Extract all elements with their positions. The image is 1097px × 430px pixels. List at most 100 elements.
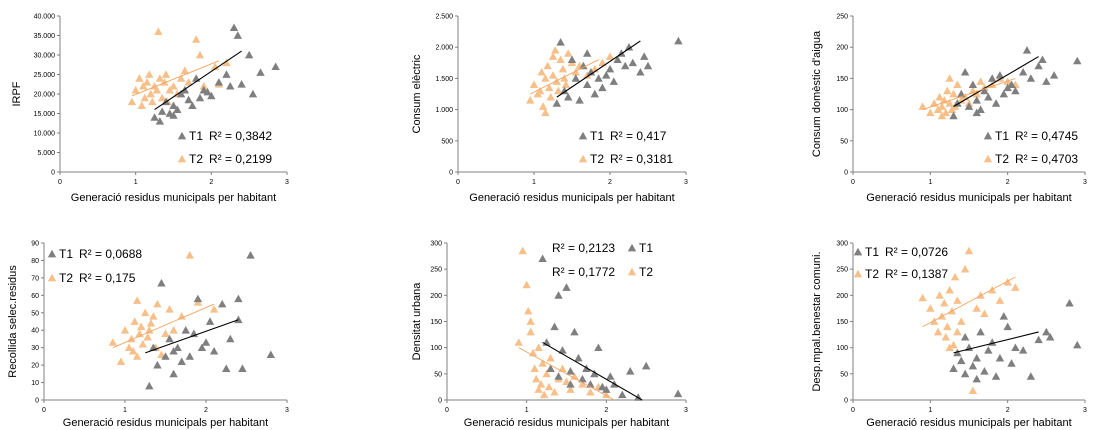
legend-marker-icon	[627, 267, 637, 276]
data-point-t2	[526, 327, 535, 336]
data-point-t2	[605, 52, 615, 60]
data-point-t2	[937, 111, 947, 120]
data-point-t1	[980, 86, 989, 95]
data-point-t2	[199, 82, 208, 90]
data-point-t1	[229, 23, 239, 32]
y-tick-label: 50	[31, 310, 39, 317]
data-point-t2	[941, 333, 950, 341]
data-point-t1	[226, 334, 235, 343]
data-point-t1	[184, 95, 193, 104]
x-tick-label: 0	[445, 407, 449, 414]
data-point-t1	[246, 251, 255, 259]
legend-r2-label: R² = 0,2123	[552, 241, 615, 255]
data-point-t1	[222, 364, 231, 372]
data-point-t1	[237, 80, 246, 88]
data-point-t2	[177, 312, 186, 320]
data-point-t1	[674, 36, 683, 45]
data-point-t2	[949, 89, 958, 98]
legend-marker-icon	[983, 131, 993, 140]
data-point-t2	[548, 52, 558, 60]
data-point-t1	[578, 374, 587, 383]
y-tick-label: 1.000	[435, 107, 453, 114]
y-tick-label: 0	[449, 170, 453, 177]
legend-entry-t2: T2 R² = 0,4703	[983, 152, 1078, 166]
y-tick-label: 40	[31, 328, 39, 335]
data-point-t2	[524, 306, 533, 315]
data-point-t2	[141, 308, 150, 317]
data-point-t1	[964, 102, 974, 110]
y-tick-label: 0	[35, 398, 39, 405]
legend-marker-icon	[578, 154, 588, 163]
y-tick-label: 80	[31, 258, 39, 265]
data-point-t2	[209, 305, 219, 313]
y-axis-label: Consum domèstic d'aigua	[811, 30, 823, 157]
data-point-t2	[539, 390, 549, 399]
data-point-t2	[161, 329, 170, 338]
data-point-t2	[210, 62, 220, 71]
data-point-t2	[526, 96, 535, 104]
data-point-t2	[943, 322, 952, 331]
data-point-t2	[536, 380, 546, 388]
legend-series-label: T1	[639, 241, 653, 255]
legend-r2-label: R² = 0,0726	[885, 245, 948, 259]
legend-series-label: T1	[59, 247, 73, 261]
data-point-t2	[161, 70, 171, 78]
data-point-t2	[143, 333, 152, 341]
data-point-t1	[609, 77, 618, 85]
y-tick-label: 50	[840, 371, 848, 378]
data-point-t2	[943, 86, 952, 95]
data-point-t1	[226, 82, 235, 90]
legend-marker-icon	[47, 273, 57, 282]
legend-marker-icon	[853, 247, 863, 256]
data-point-t1	[1018, 67, 1028, 76]
data-point-t2	[566, 385, 575, 393]
data-point-t2	[139, 82, 148, 90]
data-point-t2	[953, 327, 962, 336]
legend-marker-icon	[177, 154, 187, 163]
data-point-t2	[972, 89, 981, 98]
y-tick-label: 30.000	[34, 53, 56, 60]
x-tick-label: 3	[1083, 407, 1087, 414]
trendline-t2	[922, 77, 1016, 111]
data-point-t2	[1003, 278, 1012, 286]
data-point-t2	[542, 369, 551, 378]
x-tick-label: 1	[134, 179, 138, 186]
data-point-t2	[541, 74, 550, 82]
data-point-t2	[957, 317, 966, 325]
data-point-t1	[203, 87, 212, 96]
data-point-t1	[1003, 83, 1012, 92]
data-point-t1	[991, 372, 1001, 380]
y-tick-label: 200	[836, 45, 848, 52]
data-point-t1	[234, 294, 243, 303]
data-point-t1	[560, 86, 569, 95]
data-point-t1	[605, 64, 615, 73]
data-point-t1	[1073, 56, 1082, 65]
data-point-t1	[984, 92, 993, 101]
legend-r2-label: R² = 0,4745	[1015, 129, 1078, 143]
x-tick-label: 0	[42, 407, 46, 414]
y-tick-label: 2.000	[435, 45, 453, 52]
data-point-t2	[953, 296, 962, 304]
data-point-t2	[972, 304, 981, 312]
data-point-t1	[566, 380, 575, 388]
data-point-t2	[518, 246, 527, 255]
data-point-t1	[538, 254, 547, 263]
data-point-t1	[188, 101, 197, 110]
legend-entry-t2: T2 R² = 0,1772	[552, 265, 653, 279]
x-tick-label: 3	[285, 407, 289, 414]
data-point-t1	[624, 43, 634, 51]
data-point-t1	[1034, 335, 1043, 344]
data-point-t1	[590, 89, 599, 98]
data-point-t2	[541, 108, 550, 117]
data-point-t2	[153, 299, 162, 308]
trendline-t2	[112, 303, 215, 349]
legend-r2-label: R² = 0,175	[79, 271, 136, 285]
data-point-t2	[537, 67, 546, 76]
data-point-t1	[1065, 298, 1074, 307]
data-point-t2	[964, 246, 974, 255]
data-point-t2	[195, 50, 205, 59]
x-tick-label: 1	[532, 179, 536, 186]
y-tick-label: 150	[430, 319, 442, 326]
data-point-t2	[128, 346, 138, 355]
data-point-t1	[150, 113, 159, 121]
